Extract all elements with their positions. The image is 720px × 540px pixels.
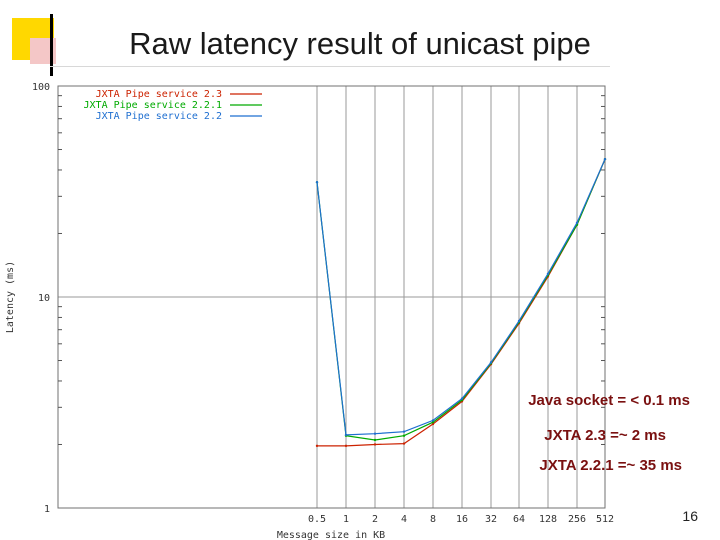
plot-frame xyxy=(57,85,606,509)
y-tick-label: 10 xyxy=(38,293,50,304)
data-point xyxy=(402,430,406,433)
chart-grid xyxy=(58,86,606,508)
title-underline xyxy=(50,66,610,67)
x-tick-label: 16 xyxy=(456,514,468,525)
x-tick-label: 8 xyxy=(430,514,436,525)
data-point xyxy=(431,419,435,422)
y-tick-label: 1 xyxy=(44,504,50,515)
x-tick-label: 32 xyxy=(485,514,497,525)
annotation-java-socket: Java socket = < 0.1 ms xyxy=(528,392,690,409)
series-layer xyxy=(315,157,607,448)
data-point xyxy=(431,421,435,424)
data-point xyxy=(344,444,348,448)
data-point xyxy=(402,434,406,437)
data-point xyxy=(315,181,319,184)
x-tick-label: 2 xyxy=(372,514,378,525)
page-number: 16 xyxy=(682,508,698,524)
data-point xyxy=(373,438,377,442)
data-point xyxy=(373,443,377,446)
title-decoration-vertical-bar xyxy=(50,14,53,76)
x-tick-label: 64 xyxy=(513,514,525,525)
y-axis-label: Latency (ms) xyxy=(5,261,16,333)
data-point xyxy=(575,221,579,224)
data-point xyxy=(315,444,319,448)
x-tick-label: 256 xyxy=(568,514,586,525)
y-tick-label: 100 xyxy=(32,82,50,93)
data-point xyxy=(402,442,406,445)
data-point xyxy=(344,433,348,437)
slide-title: Raw latency result of unicast pipe xyxy=(129,26,591,61)
x-tick-label: 0.5 xyxy=(308,514,326,525)
axis-ticks: 0.5 1 2 4 8 16 32 64 128 256 512 1 10 100 xyxy=(32,82,614,525)
data-point xyxy=(431,422,435,426)
legend-label: JXTA Pipe service 2.3 xyxy=(96,89,222,100)
data-point xyxy=(460,397,464,400)
x-axis-label: Message size in KB xyxy=(277,530,385,540)
x-tick-label: 1 xyxy=(343,514,349,525)
legend-label: JXTA Pipe service 2.2 xyxy=(96,111,222,122)
x-tick-label: 512 xyxy=(596,514,614,525)
data-point xyxy=(603,157,607,161)
data-point xyxy=(546,272,550,275)
data-point xyxy=(489,361,493,364)
annotation-jxta-2-3: JXTA 2.3 =~ 2 ms xyxy=(544,427,666,444)
x-tick-label: 128 xyxy=(539,514,557,525)
x-tick-label: 4 xyxy=(401,514,407,525)
data-point xyxy=(373,432,377,435)
legend-label: JXTA Pipe service 2.2.1 xyxy=(84,100,222,111)
data-point xyxy=(517,319,521,323)
annotation-jxta-2-2-1: JXTA 2.2.1 =~ 35 ms xyxy=(539,457,682,474)
